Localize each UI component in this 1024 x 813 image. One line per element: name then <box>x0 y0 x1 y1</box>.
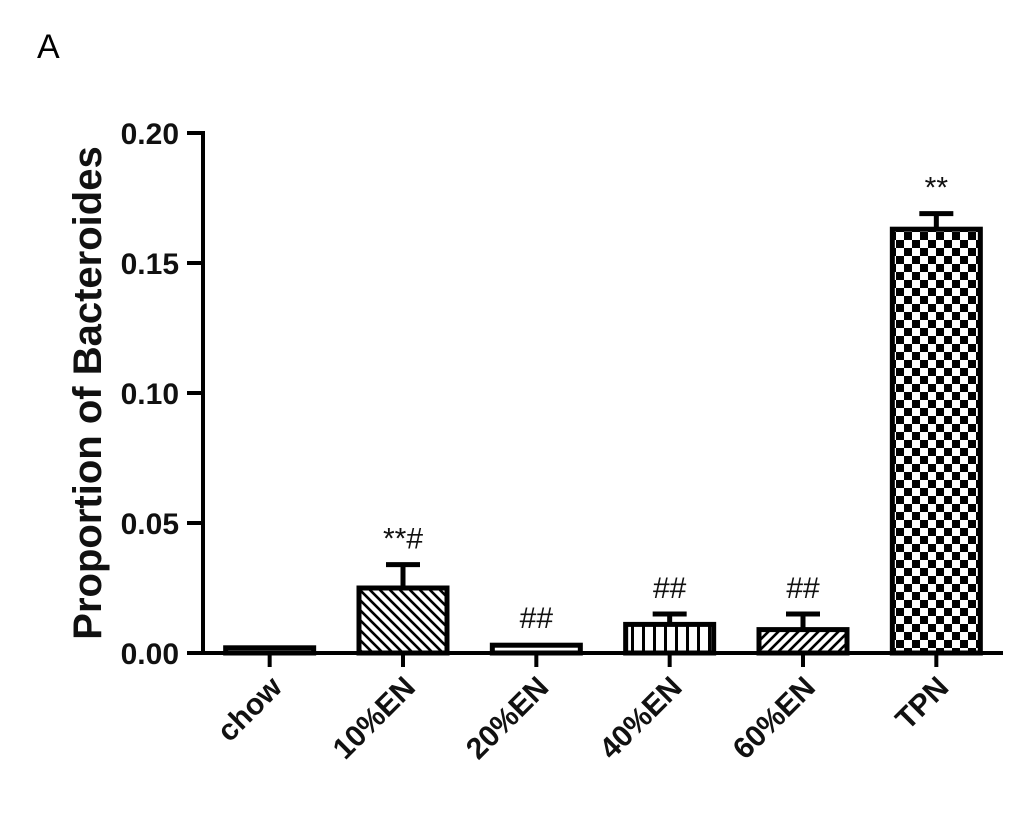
significance-label: ## <box>520 602 554 635</box>
significance-label: ## <box>653 572 687 605</box>
bar-tpn <box>889 226 983 656</box>
error-bar <box>386 562 420 588</box>
x-tick-label: 40%EN <box>593 671 688 766</box>
bar-40-en <box>623 621 717 656</box>
significance-label: **# <box>383 523 423 556</box>
error-bar <box>786 611 820 630</box>
y-tick-label: 0.10 <box>121 378 179 411</box>
y-tick-label: 0.20 <box>121 118 179 151</box>
error-bar <box>652 611 687 625</box>
panel-letter: A <box>37 28 60 66</box>
significance-label: ** <box>925 172 949 205</box>
significance-annotations: **# ## ## ## ** <box>383 172 948 635</box>
bar-60-en <box>756 627 850 656</box>
y-tick-label: 0.00 <box>121 638 179 671</box>
x-tick-label: 20%EN <box>460 671 555 766</box>
bars <box>223 226 983 656</box>
bar-10-en <box>356 585 450 656</box>
y-tick-label: 0.15 <box>121 248 179 281</box>
error-bars <box>386 211 954 630</box>
x-tick-label: chow <box>211 670 289 748</box>
x-axis: chow 10%EN 20%EN 40%EN 60%EN TPN <box>201 651 1003 766</box>
y-tick-label: 0.05 <box>121 508 179 541</box>
error-bar <box>919 211 954 230</box>
x-tick-label: 10%EN <box>327 671 422 766</box>
significance-label: ## <box>786 572 820 605</box>
x-tick-label: 60%EN <box>727 671 822 766</box>
x-tick-label: TPN <box>890 671 956 737</box>
y-axis: 0.00 0.05 0.10 0.15 0.20 <box>121 118 205 671</box>
y-axis-label: Proportion of Bacteroides <box>66 146 110 639</box>
